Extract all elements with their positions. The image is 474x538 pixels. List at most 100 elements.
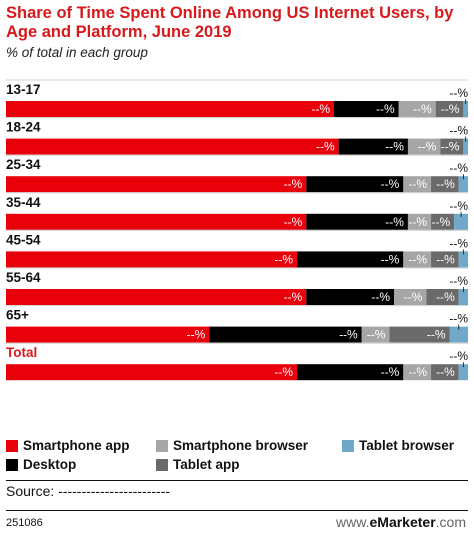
data-label-35-44-smartphone-app: --% xyxy=(284,215,303,229)
chart-subtitle: % of total in each group xyxy=(6,45,148,60)
data-label-18-24-smartphone-app: --% xyxy=(316,140,335,154)
category-label-25-34: 25-34 xyxy=(6,157,41,172)
bar-18-24-desktop xyxy=(338,138,408,155)
legend-label-desktop: Desktop xyxy=(23,457,77,472)
legend-label-smartphone-app: Smartphone app xyxy=(23,438,130,453)
bar-55-64-tablet-app xyxy=(426,289,459,305)
bar-total-tablet-app xyxy=(431,364,459,381)
legend-label-tablet-browser: Tablet browser xyxy=(359,438,455,453)
bar-18-24-tablet-app xyxy=(440,138,464,155)
data-label-total-desktop: --% xyxy=(381,365,400,379)
bar-55-64-desktop xyxy=(306,289,395,305)
category-label-13-17: 13-17 xyxy=(6,82,41,97)
legend-item-smartphone-browser: Smartphone browser xyxy=(156,438,308,453)
category-label-18-24: 18-24 xyxy=(6,120,41,135)
data-label-55-64-smartphone-app: --% xyxy=(284,290,303,304)
bar-25-34-tablet-app xyxy=(431,176,459,193)
data-label-45-54-smartphone-browser: --% xyxy=(408,252,427,266)
data-label-25-34-smartphone-app: --% xyxy=(284,177,303,191)
legend-item-tablet-app: Tablet app xyxy=(156,457,240,472)
bar-total-smartphone-browser xyxy=(403,364,432,381)
stacked-bar-chart: 13-17 --% --% --% --% --% 18-24 --% --% --% --% --%… xyxy=(6,79,468,381)
legend-swatch-desktop xyxy=(6,458,18,471)
bar-25-34-tablet-browser xyxy=(458,176,468,193)
data-label-65-tablet-app: --% xyxy=(427,328,446,342)
category-label-35-44: 35-44 xyxy=(6,195,41,210)
category-label-55-64: 55-64 xyxy=(6,270,41,285)
category-label-45-54: 45-54 xyxy=(6,232,41,247)
bar-45-54-desktop xyxy=(297,251,404,268)
bar-55-64-smartphone-app xyxy=(6,289,307,305)
data-label-55-64-desktop: --% xyxy=(371,290,390,304)
bar-13-17-tablet-app xyxy=(435,101,464,117)
bar-65-desktop xyxy=(209,326,362,343)
data-label-13-17-desktop: --% xyxy=(376,102,395,116)
data-label-total-tablet-browser: --% xyxy=(449,349,468,363)
data-label-65-smartphone-browser: --% xyxy=(367,328,386,342)
data-label-45-54-desktop: --% xyxy=(381,252,400,266)
legend-item-desktop: Desktop xyxy=(6,457,76,472)
legend-label-tablet-app: Tablet app xyxy=(173,457,240,472)
data-label-35-44-tablet-browser: --% xyxy=(449,199,468,213)
bar-13-17-desktop xyxy=(334,101,399,117)
bar-65-smartphone-browser xyxy=(361,326,390,343)
category-label-65: 65+ xyxy=(6,308,29,323)
bar-18-24-smartphone-app xyxy=(6,138,339,155)
bar-35-44-desktop xyxy=(306,213,408,230)
data-label-total-tablet-app: --% xyxy=(436,365,455,379)
data-label-55-64-tablet-app: --% xyxy=(436,290,455,304)
bar-25-34-smartphone-browser xyxy=(403,176,432,193)
bar-55-64-smartphone-browser xyxy=(394,289,427,305)
data-label-25-34-tablet-browser: --% xyxy=(449,161,468,175)
data-label-18-24-smartphone-browser: --% xyxy=(418,140,437,154)
bar-25-34-smartphone-app xyxy=(6,176,307,193)
bar-18-24-tablet-browser xyxy=(463,138,468,155)
bar-45-54-smartphone-browser xyxy=(403,251,432,268)
footer-divider xyxy=(6,510,468,511)
data-label-25-34-smartphone-browser: --% xyxy=(408,177,427,191)
data-label-25-34-desktop: --% xyxy=(381,177,400,191)
bar-total-desktop xyxy=(297,364,404,381)
data-label-65-smartphone-app: --% xyxy=(187,328,206,342)
bar-35-44-smartphone-browser xyxy=(407,213,432,230)
brand-name: eMarketer xyxy=(369,514,436,530)
bar-35-44-tablet-browser xyxy=(454,213,468,230)
data-label-35-44-smartphone-browser: --% xyxy=(408,215,427,229)
category-label-total: Total xyxy=(6,345,37,360)
data-label-13-17-tablet-browser: --% xyxy=(449,86,468,100)
data-label-13-17-tablet-app: --% xyxy=(441,102,460,116)
bar-35-44-smartphone-app xyxy=(6,213,307,230)
data-label-45-54-tablet-browser: --% xyxy=(449,236,468,250)
bar-13-17-smartphone-browser xyxy=(398,101,436,117)
brand-logo: www.eMarketer.com xyxy=(336,514,466,530)
bar-35-44-tablet-app xyxy=(431,213,455,230)
data-label-18-24-desktop: --% xyxy=(385,140,404,154)
source-divider xyxy=(6,480,468,481)
chart-id: 251086 xyxy=(6,517,43,529)
legend-item-tablet-browser: Tablet browser xyxy=(342,438,454,453)
bar-45-54-tablet-browser xyxy=(458,251,468,268)
brand-suffix: .com xyxy=(435,514,466,530)
data-label-total-smartphone-browser: --% xyxy=(408,365,427,379)
bar-25-34-desktop xyxy=(306,176,404,193)
data-label-25-34-tablet-app: --% xyxy=(436,177,455,191)
data-label-45-54-smartphone-app: --% xyxy=(274,252,293,266)
data-label-18-24-tablet-app: --% xyxy=(441,140,460,154)
bar-65-smartphone-app xyxy=(6,326,210,343)
title-block: Share of Time Spent Online Among US Inte… xyxy=(6,4,468,61)
data-label-65-tablet-browser: --% xyxy=(449,312,468,326)
source-note: Source: ------------------------ xyxy=(6,483,171,499)
bar-total-smartphone-app xyxy=(6,364,298,381)
bar-45-54-tablet-app xyxy=(431,251,459,268)
data-label-55-64-smartphone-browser: --% xyxy=(404,290,423,304)
data-label-total-smartphone-app: --% xyxy=(274,365,293,379)
bar-65-tablet-app xyxy=(389,326,450,343)
data-label-55-64-tablet-browser: --% xyxy=(449,274,468,288)
brand-prefix: www. xyxy=(336,514,370,530)
bar-13-17-smartphone-app xyxy=(6,101,335,117)
bar-65-tablet-browser xyxy=(449,326,468,343)
data-label-35-44-desktop: --% xyxy=(385,215,404,229)
bar-45-54-smartphone-app xyxy=(6,251,298,268)
data-label-35-44-tablet-app: --% xyxy=(431,215,450,229)
legend-item-smartphone-app: Smartphone app xyxy=(6,438,130,453)
